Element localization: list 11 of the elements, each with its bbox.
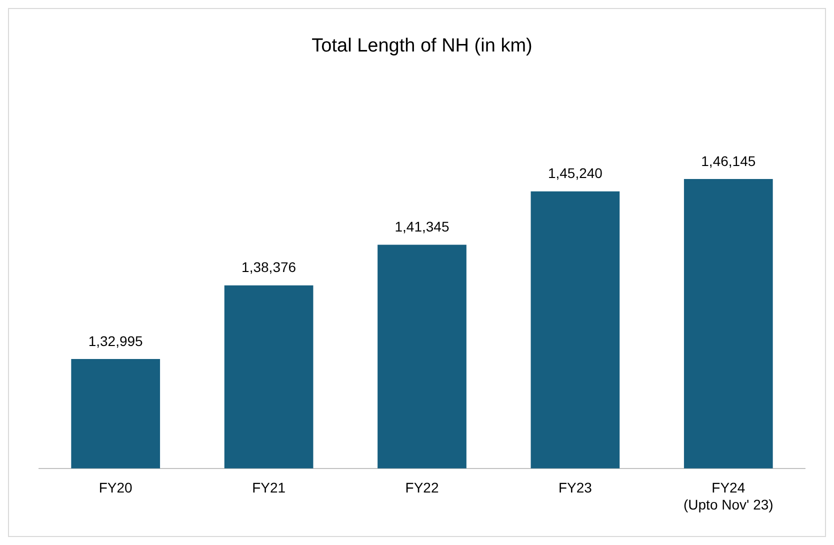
chart-title: Total Length of NH (in km): [312, 36, 532, 57]
x-tick-label: FY23: [558, 480, 592, 496]
data-label: 1,46,145: [701, 152, 756, 169]
data-label: 1,45,240: [548, 165, 603, 182]
x-tick-label: FY20: [98, 480, 133, 496]
x-tick-label: FY22: [405, 480, 439, 496]
data-label: 1,41,345: [394, 218, 450, 235]
data-label: 1,32,995: [88, 332, 144, 349]
x-tick-label: FY21: [252, 480, 286, 496]
data-label: 1,38,376: [242, 259, 296, 276]
x-tick-label: FY24 (Upto Nov' 23): [683, 480, 774, 512]
